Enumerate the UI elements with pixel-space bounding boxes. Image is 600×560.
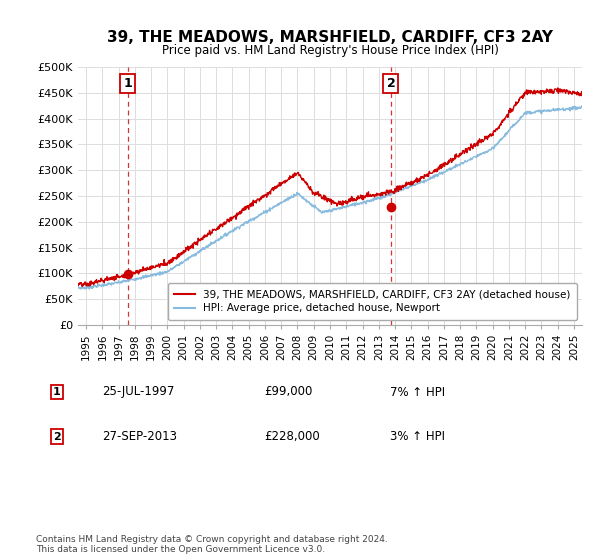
Text: 1: 1 bbox=[124, 77, 132, 90]
Title: 39, THE MEADOWS, MARSHFIELD, CARDIFF, CF3 2AY: 39, THE MEADOWS, MARSHFIELD, CARDIFF, CF… bbox=[107, 30, 553, 45]
Text: £99,000: £99,000 bbox=[264, 385, 313, 399]
Text: 3% ↑ HPI: 3% ↑ HPI bbox=[390, 430, 445, 444]
Text: 2: 2 bbox=[53, 432, 61, 442]
Text: 1: 1 bbox=[53, 387, 61, 397]
Text: 25-JUL-1997: 25-JUL-1997 bbox=[102, 385, 175, 399]
Text: 27-SEP-2013: 27-SEP-2013 bbox=[102, 430, 177, 444]
Text: 7% ↑ HPI: 7% ↑ HPI bbox=[390, 385, 445, 399]
Text: Contains HM Land Registry data © Crown copyright and database right 2024.
This d: Contains HM Land Registry data © Crown c… bbox=[36, 535, 388, 554]
Legend: 39, THE MEADOWS, MARSHFIELD, CARDIFF, CF3 2AY (detached house), HPI: Average pri: 39, THE MEADOWS, MARSHFIELD, CARDIFF, CF… bbox=[168, 283, 577, 320]
Text: Price paid vs. HM Land Registry's House Price Index (HPI): Price paid vs. HM Land Registry's House … bbox=[161, 44, 499, 57]
Text: £228,000: £228,000 bbox=[264, 430, 320, 444]
Text: 2: 2 bbox=[386, 77, 395, 90]
